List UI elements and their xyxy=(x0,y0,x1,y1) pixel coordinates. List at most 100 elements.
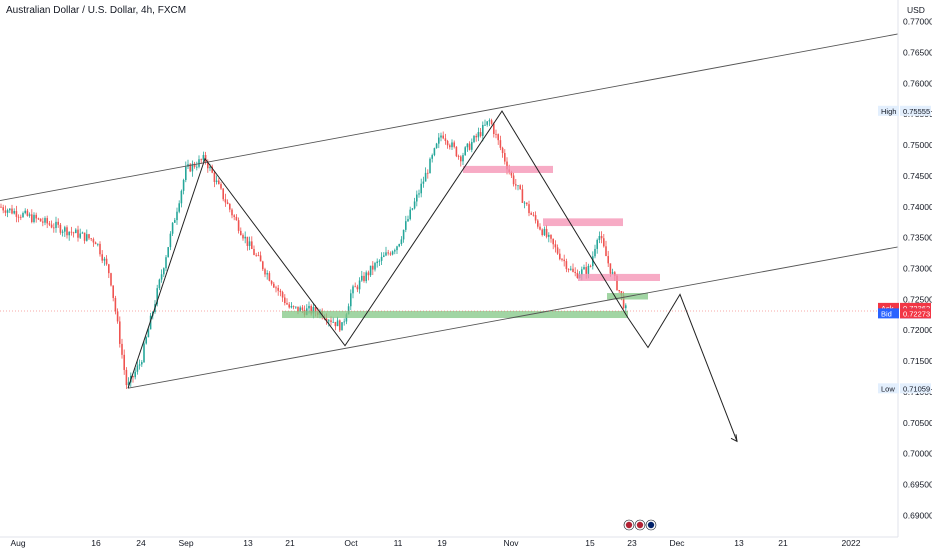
candle-body xyxy=(420,183,422,194)
candle-body xyxy=(275,287,277,289)
candle-body xyxy=(169,233,172,248)
candle-body xyxy=(226,202,229,204)
candle-body xyxy=(167,247,169,258)
candle-body xyxy=(158,279,161,289)
candles-group xyxy=(0,118,627,389)
channel-line[interactable] xyxy=(0,33,899,202)
candle-body xyxy=(532,214,535,216)
candle-body xyxy=(405,221,407,230)
resistance-zone[interactable] xyxy=(543,218,623,227)
candle-body xyxy=(424,172,427,182)
time-tick-label: Aug xyxy=(10,538,25,548)
candle-body xyxy=(288,304,290,308)
candle-body xyxy=(585,267,587,274)
candle-body xyxy=(189,164,191,172)
candle-body xyxy=(499,140,502,148)
candle-body xyxy=(253,248,255,255)
candle-body xyxy=(389,253,392,255)
candle-body xyxy=(385,252,387,256)
candle-body xyxy=(391,251,394,255)
candle-body xyxy=(625,305,627,309)
price-tick-label: 0.74500 xyxy=(903,171,932,181)
candle-body xyxy=(387,252,389,254)
candle-body xyxy=(572,268,574,272)
candle-body xyxy=(156,288,158,305)
time-tick-label: 2022 xyxy=(842,538,861,548)
candle-body xyxy=(347,306,350,315)
time-tick-label: Oct xyxy=(344,538,358,548)
candle-body xyxy=(215,180,218,182)
candle-body xyxy=(409,209,411,220)
candle-body xyxy=(24,210,26,214)
price-tick-label: 0.73000 xyxy=(903,264,932,274)
candle-body xyxy=(545,228,548,237)
time-tick-label: Nov xyxy=(503,538,519,548)
time-axis[interactable]: Aug 16 24 Sep 13 21 Oct 11 19 Nov 15 23 Dec 13 21 2022 xyxy=(10,538,860,548)
candle-body xyxy=(244,236,246,239)
price-tag-label: High xyxy=(881,107,896,116)
candle-body xyxy=(561,259,563,260)
candle-body xyxy=(473,135,475,143)
candle-body xyxy=(297,306,299,312)
candle-body xyxy=(207,161,209,169)
candle-body xyxy=(119,321,121,344)
candle-body xyxy=(490,120,493,124)
candle-body xyxy=(270,280,273,284)
candle-body xyxy=(468,143,471,150)
candle-body xyxy=(548,234,550,237)
candle-body xyxy=(240,230,242,236)
candle-body xyxy=(352,286,354,294)
candle-body xyxy=(402,229,405,240)
candle-body xyxy=(61,231,64,233)
support-zone[interactable] xyxy=(282,310,628,319)
candle-body xyxy=(398,244,400,247)
candle-body xyxy=(534,215,537,221)
candle-body xyxy=(446,140,449,146)
resistance-zone[interactable] xyxy=(463,165,553,173)
candle-body xyxy=(33,214,35,223)
time-tick-label: Dec xyxy=(669,538,685,548)
candle-body xyxy=(616,275,618,291)
candle-body xyxy=(605,246,607,257)
candle-body xyxy=(603,238,605,247)
candle-body xyxy=(600,236,603,239)
candle-body xyxy=(528,204,530,214)
plot-area[interactable] xyxy=(0,33,899,443)
candle-body xyxy=(363,275,365,282)
zigzag-projection[interactable] xyxy=(127,110,738,442)
candle-body xyxy=(147,329,150,338)
channel-line[interactable] xyxy=(127,246,899,389)
candle-body xyxy=(383,255,385,257)
price-tag-value: 0.71059 xyxy=(903,384,930,393)
candle-body xyxy=(233,215,235,217)
economic-events[interactable] xyxy=(623,519,657,531)
candle-body xyxy=(376,261,378,264)
candle-body xyxy=(143,343,145,363)
candle-body xyxy=(141,362,143,365)
candle-body xyxy=(431,155,433,159)
candle-body xyxy=(449,145,451,148)
candle-body xyxy=(125,369,128,386)
candle-body xyxy=(365,272,367,282)
candle-body xyxy=(583,267,585,270)
candle-body xyxy=(369,265,372,276)
candle-body xyxy=(20,216,22,218)
candle-body xyxy=(416,194,418,202)
candle-body xyxy=(259,255,262,262)
candle-body xyxy=(273,283,275,288)
candle-body xyxy=(284,297,286,304)
candle-body xyxy=(581,269,583,275)
candle-body xyxy=(165,257,167,269)
candle-body xyxy=(471,142,473,150)
candle-body xyxy=(209,166,211,169)
candle-body xyxy=(618,290,620,292)
candle-body xyxy=(556,247,559,254)
price-tag-value-box xyxy=(900,383,931,394)
candle-body xyxy=(200,159,202,161)
candle-body xyxy=(486,121,488,125)
candle-body xyxy=(466,143,469,148)
candle-body xyxy=(559,253,561,260)
resistance-zone[interactable] xyxy=(578,273,660,281)
